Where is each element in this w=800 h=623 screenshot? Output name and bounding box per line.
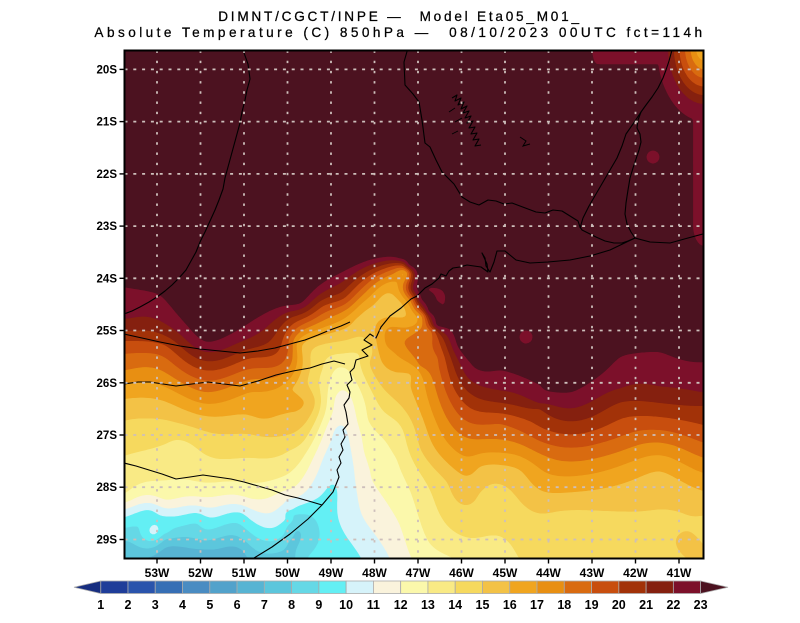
svg-text:18: 18 <box>557 598 571 612</box>
svg-text:9: 9 <box>315 598 322 612</box>
svg-text:DIMNT/CGCT/INPE — Model Eta05: DIMNT/CGCT/INPE — Model Eta05_M01_ <box>218 9 582 24</box>
svg-text:14: 14 <box>448 598 462 612</box>
svg-text:22S: 22S <box>97 169 118 181</box>
svg-text:2: 2 <box>125 598 132 612</box>
svg-text:42W: 42W <box>623 566 648 580</box>
svg-text:17: 17 <box>530 598 544 612</box>
svg-text:6: 6 <box>234 598 241 612</box>
svg-text:43W: 43W <box>580 566 605 580</box>
svg-text:24S: 24S <box>97 273 118 285</box>
svg-text:29S: 29S <box>97 535 118 547</box>
svg-text:8: 8 <box>288 598 295 612</box>
svg-text:16: 16 <box>503 598 517 612</box>
svg-text:11: 11 <box>367 598 380 612</box>
svg-text:3: 3 <box>152 598 159 612</box>
svg-text:48W: 48W <box>362 566 387 580</box>
svg-text:52W: 52W <box>188 566 213 580</box>
svg-text:22: 22 <box>666 598 680 612</box>
svg-text:20: 20 <box>612 598 626 612</box>
svg-text:21S: 21S <box>97 117 118 129</box>
svg-text:1: 1 <box>97 598 104 612</box>
svg-text:46W: 46W <box>449 566 474 580</box>
svg-text:23: 23 <box>694 598 708 612</box>
svg-text:12: 12 <box>394 598 408 612</box>
svg-text:20S: 20S <box>97 64 118 76</box>
svg-text:28S: 28S <box>97 482 118 494</box>
svg-text:23S: 23S <box>97 221 118 233</box>
svg-text:27S: 27S <box>97 430 118 442</box>
svg-text:45W: 45W <box>493 566 518 580</box>
svg-text:44W: 44W <box>536 566 561 580</box>
svg-text:53W: 53W <box>145 566 170 580</box>
svg-text:10: 10 <box>339 598 353 612</box>
svg-text:13: 13 <box>421 598 435 612</box>
svg-text:21: 21 <box>639 598 653 612</box>
svg-text:47W: 47W <box>406 566 431 580</box>
svg-text:51W: 51W <box>232 566 257 580</box>
svg-text:25S: 25S <box>97 326 118 338</box>
svg-text:Absolute Temperature (C) 850hP: Absolute Temperature (C) 850hPa — 08/10/… <box>94 25 705 40</box>
svg-text:7: 7 <box>261 598 268 612</box>
svg-text:26S: 26S <box>97 378 118 390</box>
svg-text:15: 15 <box>476 598 490 612</box>
svg-text:49W: 49W <box>319 566 344 580</box>
svg-text:50W: 50W <box>275 566 300 580</box>
svg-text:4: 4 <box>179 598 186 612</box>
svg-text:41W: 41W <box>667 566 692 580</box>
svg-text:5: 5 <box>206 598 213 612</box>
svg-text:19: 19 <box>585 598 599 612</box>
